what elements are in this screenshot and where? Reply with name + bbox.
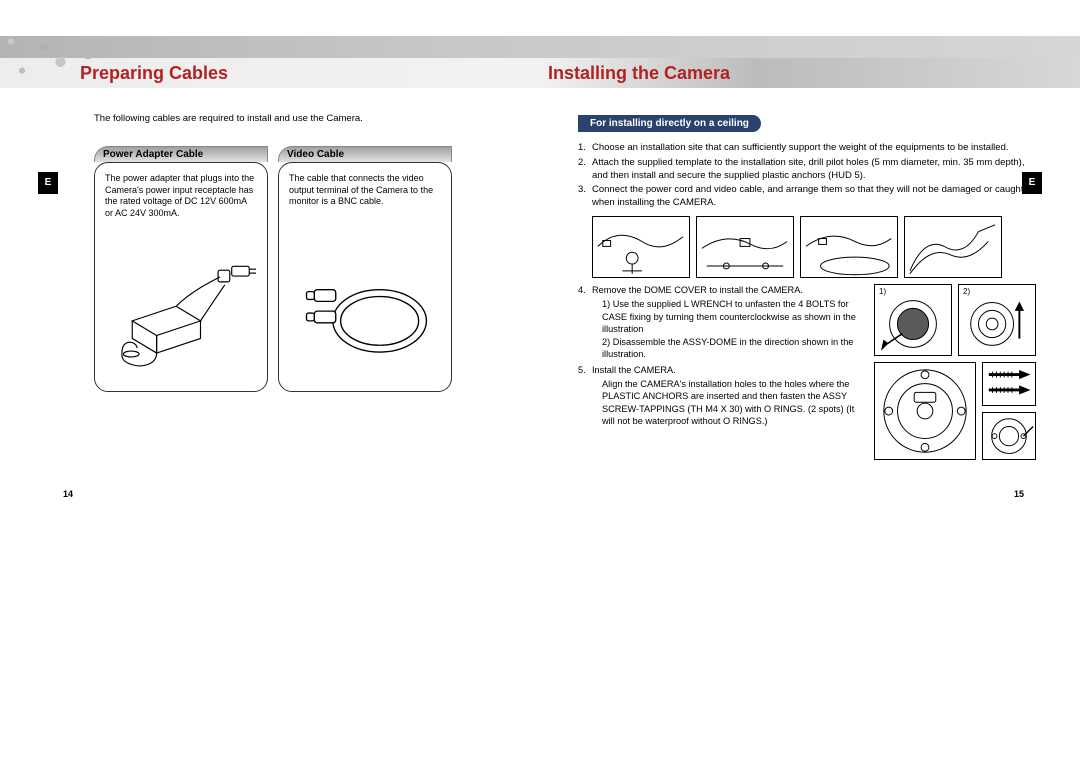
wiring-diagram-icon [592, 216, 690, 278]
steps-with-figures: 4. Remove the DOME COVER to install the … [578, 284, 1040, 428]
cable-cards-row: Power Adapter Cable The power adapter th… [94, 146, 494, 392]
step-number: 4. [578, 284, 592, 296]
step-row: 1. Choose an installation site that can … [578, 142, 1040, 155]
dome-figure-icon: 1) [874, 284, 952, 356]
base-plate-icon [874, 362, 976, 460]
side-tab-left: E [38, 172, 58, 194]
intro-text: The following cables are required to ins… [94, 113, 494, 124]
figure-label: 1) [879, 287, 886, 298]
screws-icon [982, 362, 1036, 406]
step-text: Install the CAMERA. [592, 364, 868, 376]
wiring-diagram-icon [800, 216, 898, 278]
right-page-content: For installing directly on a ceiling 1. … [578, 113, 1040, 428]
step-number: 5. [578, 364, 592, 376]
wiring-diagram-icon [696, 216, 794, 278]
step-text: Choose an installation site that can suf… [592, 142, 1040, 155]
section-heading-pill: For installing directly on a ceiling [578, 115, 761, 132]
installation-steps: 1. Choose an installation site that can … [578, 142, 1040, 428]
step-subtext: Align the CAMERA's installation holes to… [578, 378, 868, 428]
card-body: The cable that connects the video output… [278, 162, 452, 392]
card-body: The power adapter that plugs into the Ca… [94, 162, 268, 392]
figure-label: 2) [963, 287, 970, 298]
step-text: Attach the supplied template to the inst… [592, 157, 1040, 183]
step-number: 2. [578, 157, 592, 183]
page-title-right: Installing the Camera [548, 58, 730, 88]
dome-figure-icon: 2) [958, 284, 1036, 356]
mount-base-icon [982, 412, 1036, 460]
wiring-diagram-icon [904, 216, 1002, 278]
header-band-upper [0, 36, 1080, 58]
power-adapter-icon [103, 251, 259, 381]
card-text: The power adapter that plugs into the Ca… [105, 173, 257, 220]
step-row: 2. Attach the supplied template to the i… [578, 157, 1040, 183]
card-text: The cable that connects the video output… [289, 173, 441, 208]
step-number: 3. [578, 184, 592, 210]
card-power-adapter: Power Adapter Cable The power adapter th… [94, 146, 268, 392]
step-subtext: 1) Use the supplied L WRENCH to unfasten… [578, 298, 868, 335]
page-number-right: 15 [1014, 489, 1024, 499]
left-page-content: The following cables are required to ins… [94, 113, 494, 392]
step-row: 3. Connect the power cord and video cabl… [578, 184, 1040, 210]
header-band: Preparing Cables Installing the Camera [0, 36, 1080, 94]
step-text-column: 4. Remove the DOME COVER to install the … [578, 284, 868, 428]
card-header: Power Adapter Cable [94, 146, 268, 162]
diagram-row [592, 216, 1040, 278]
bnc-cable-icon [287, 251, 443, 381]
step-subtext: 2) Disassemble the ASSY-DOME in the dire… [578, 336, 868, 361]
step-number: 1. [578, 142, 592, 155]
page-title-left: Preparing Cables [80, 58, 228, 88]
step-text: Remove the DOME COVER to install the CAM… [592, 284, 868, 296]
page-number-left: 14 [63, 489, 73, 499]
card-video-cable: Video Cable The cable that connects the … [278, 146, 452, 392]
step-text: Connect the power cord and video cable, … [592, 184, 1040, 210]
card-header: Video Cable [278, 146, 452, 162]
